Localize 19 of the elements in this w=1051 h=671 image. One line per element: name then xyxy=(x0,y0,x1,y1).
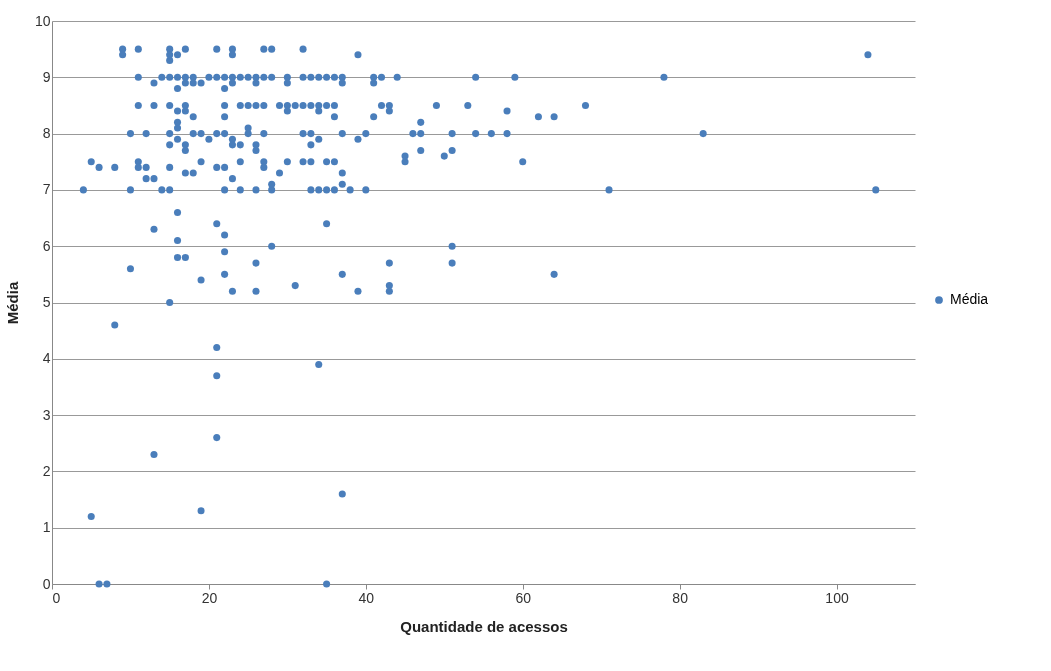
y-tick-label: 0 xyxy=(42,575,51,592)
y-axis-title: Média xyxy=(3,281,21,325)
y-tick-label: 4 xyxy=(42,350,51,367)
y-tick-label: 10 xyxy=(34,12,51,29)
x-tick-label: 100 xyxy=(825,589,849,606)
x-tick-label: 20 xyxy=(201,589,218,606)
y-tick-label: 6 xyxy=(42,237,51,254)
x-tick-label: 40 xyxy=(358,589,375,606)
y-tick-label: 3 xyxy=(42,406,51,423)
y-tick-label: 2 xyxy=(42,462,51,479)
x-tick-label: 80 xyxy=(672,589,689,606)
x-tick-label: 60 xyxy=(515,589,532,606)
y-tick-label: 9 xyxy=(42,68,51,85)
y-tick-label: 5 xyxy=(42,294,51,310)
y-tick-label: 7 xyxy=(42,181,51,198)
y-tick-label: 1 xyxy=(42,519,51,536)
legend-label: Média xyxy=(950,291,989,307)
x-axis-title: Quantidade de acessos xyxy=(400,617,568,635)
y-tick-label: 8 xyxy=(42,125,51,142)
